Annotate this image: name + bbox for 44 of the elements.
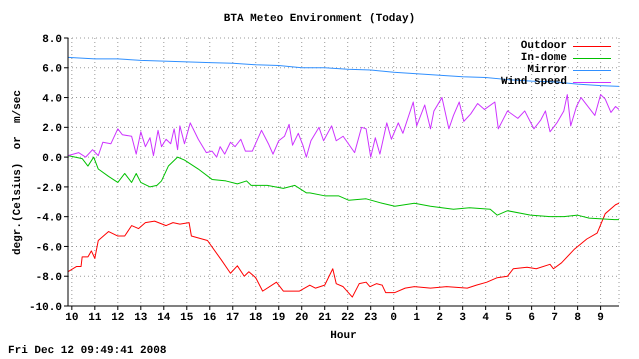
- x-tick-label: 18: [249, 312, 263, 324]
- text: Fri Dec 12 09:49:41 2008: [8, 345, 166, 358]
- x-tick-label: 17: [226, 312, 240, 324]
- y-axis-title: degr.(Celsius) or m/sec: [12, 89, 26, 255]
- x-tick-label: 19: [272, 312, 286, 324]
- line-series: [68, 202, 619, 298]
- y-tick-label: -2.0: [36, 182, 62, 195]
- line-series: [68, 94, 619, 158]
- x-tick-label: 14: [157, 312, 171, 324]
- x-tick-label: 3: [459, 312, 466, 324]
- x-tick-label: 16: [203, 312, 216, 324]
- x-tick-label: 4: [482, 312, 490, 324]
- y-tick-label: 2.0: [42, 123, 62, 136]
- y-tick-label: -8.0: [36, 272, 62, 284]
- x-tick-label: 21: [318, 312, 332, 324]
- x-tick-label: 2: [436, 312, 443, 324]
- x-tick-label: 5: [505, 312, 512, 324]
- x-tick-label: 10: [65, 312, 78, 324]
- y-tick-label: -10.0: [28, 302, 62, 314]
- y-tick-label: 4.0: [42, 93, 62, 106]
- x-tick-label: 11: [88, 312, 102, 324]
- x-tick-label: 0: [390, 312, 397, 324]
- x-tick-label: 12: [111, 312, 124, 324]
- legend-label: Outdoor: [520, 40, 567, 52]
- legend-label: Mirror: [527, 64, 567, 76]
- y-tick-label: 6.0: [42, 64, 62, 76]
- x-tick-label: 7: [551, 312, 558, 324]
- x-tick-label: 22: [341, 312, 354, 324]
- x-tick-label: 1: [413, 312, 420, 324]
- y-tick-label: -6.0: [36, 242, 62, 254]
- legend-label: In-dome: [520, 52, 567, 64]
- y-tick-label: 0.0: [42, 153, 62, 166]
- x-tick-label: 8: [574, 312, 582, 324]
- chart-title: BTA Meteo Environment (Today): [222, 13, 416, 26]
- y-tick-label: -4.0: [36, 212, 62, 225]
- x-tick-label: 6: [528, 312, 535, 324]
- x-tick-label: 20: [295, 312, 308, 324]
- x-axis-title: Hour: [329, 330, 358, 343]
- x-tick-label: 15: [180, 312, 194, 324]
- line-series: [68, 155, 619, 220]
- y-tick-label: 8.0: [42, 34, 62, 46]
- x-tick-label: 13: [134, 312, 148, 324]
- x-tick-label: 23: [364, 312, 378, 324]
- x-tick-label: 9: [597, 312, 604, 324]
